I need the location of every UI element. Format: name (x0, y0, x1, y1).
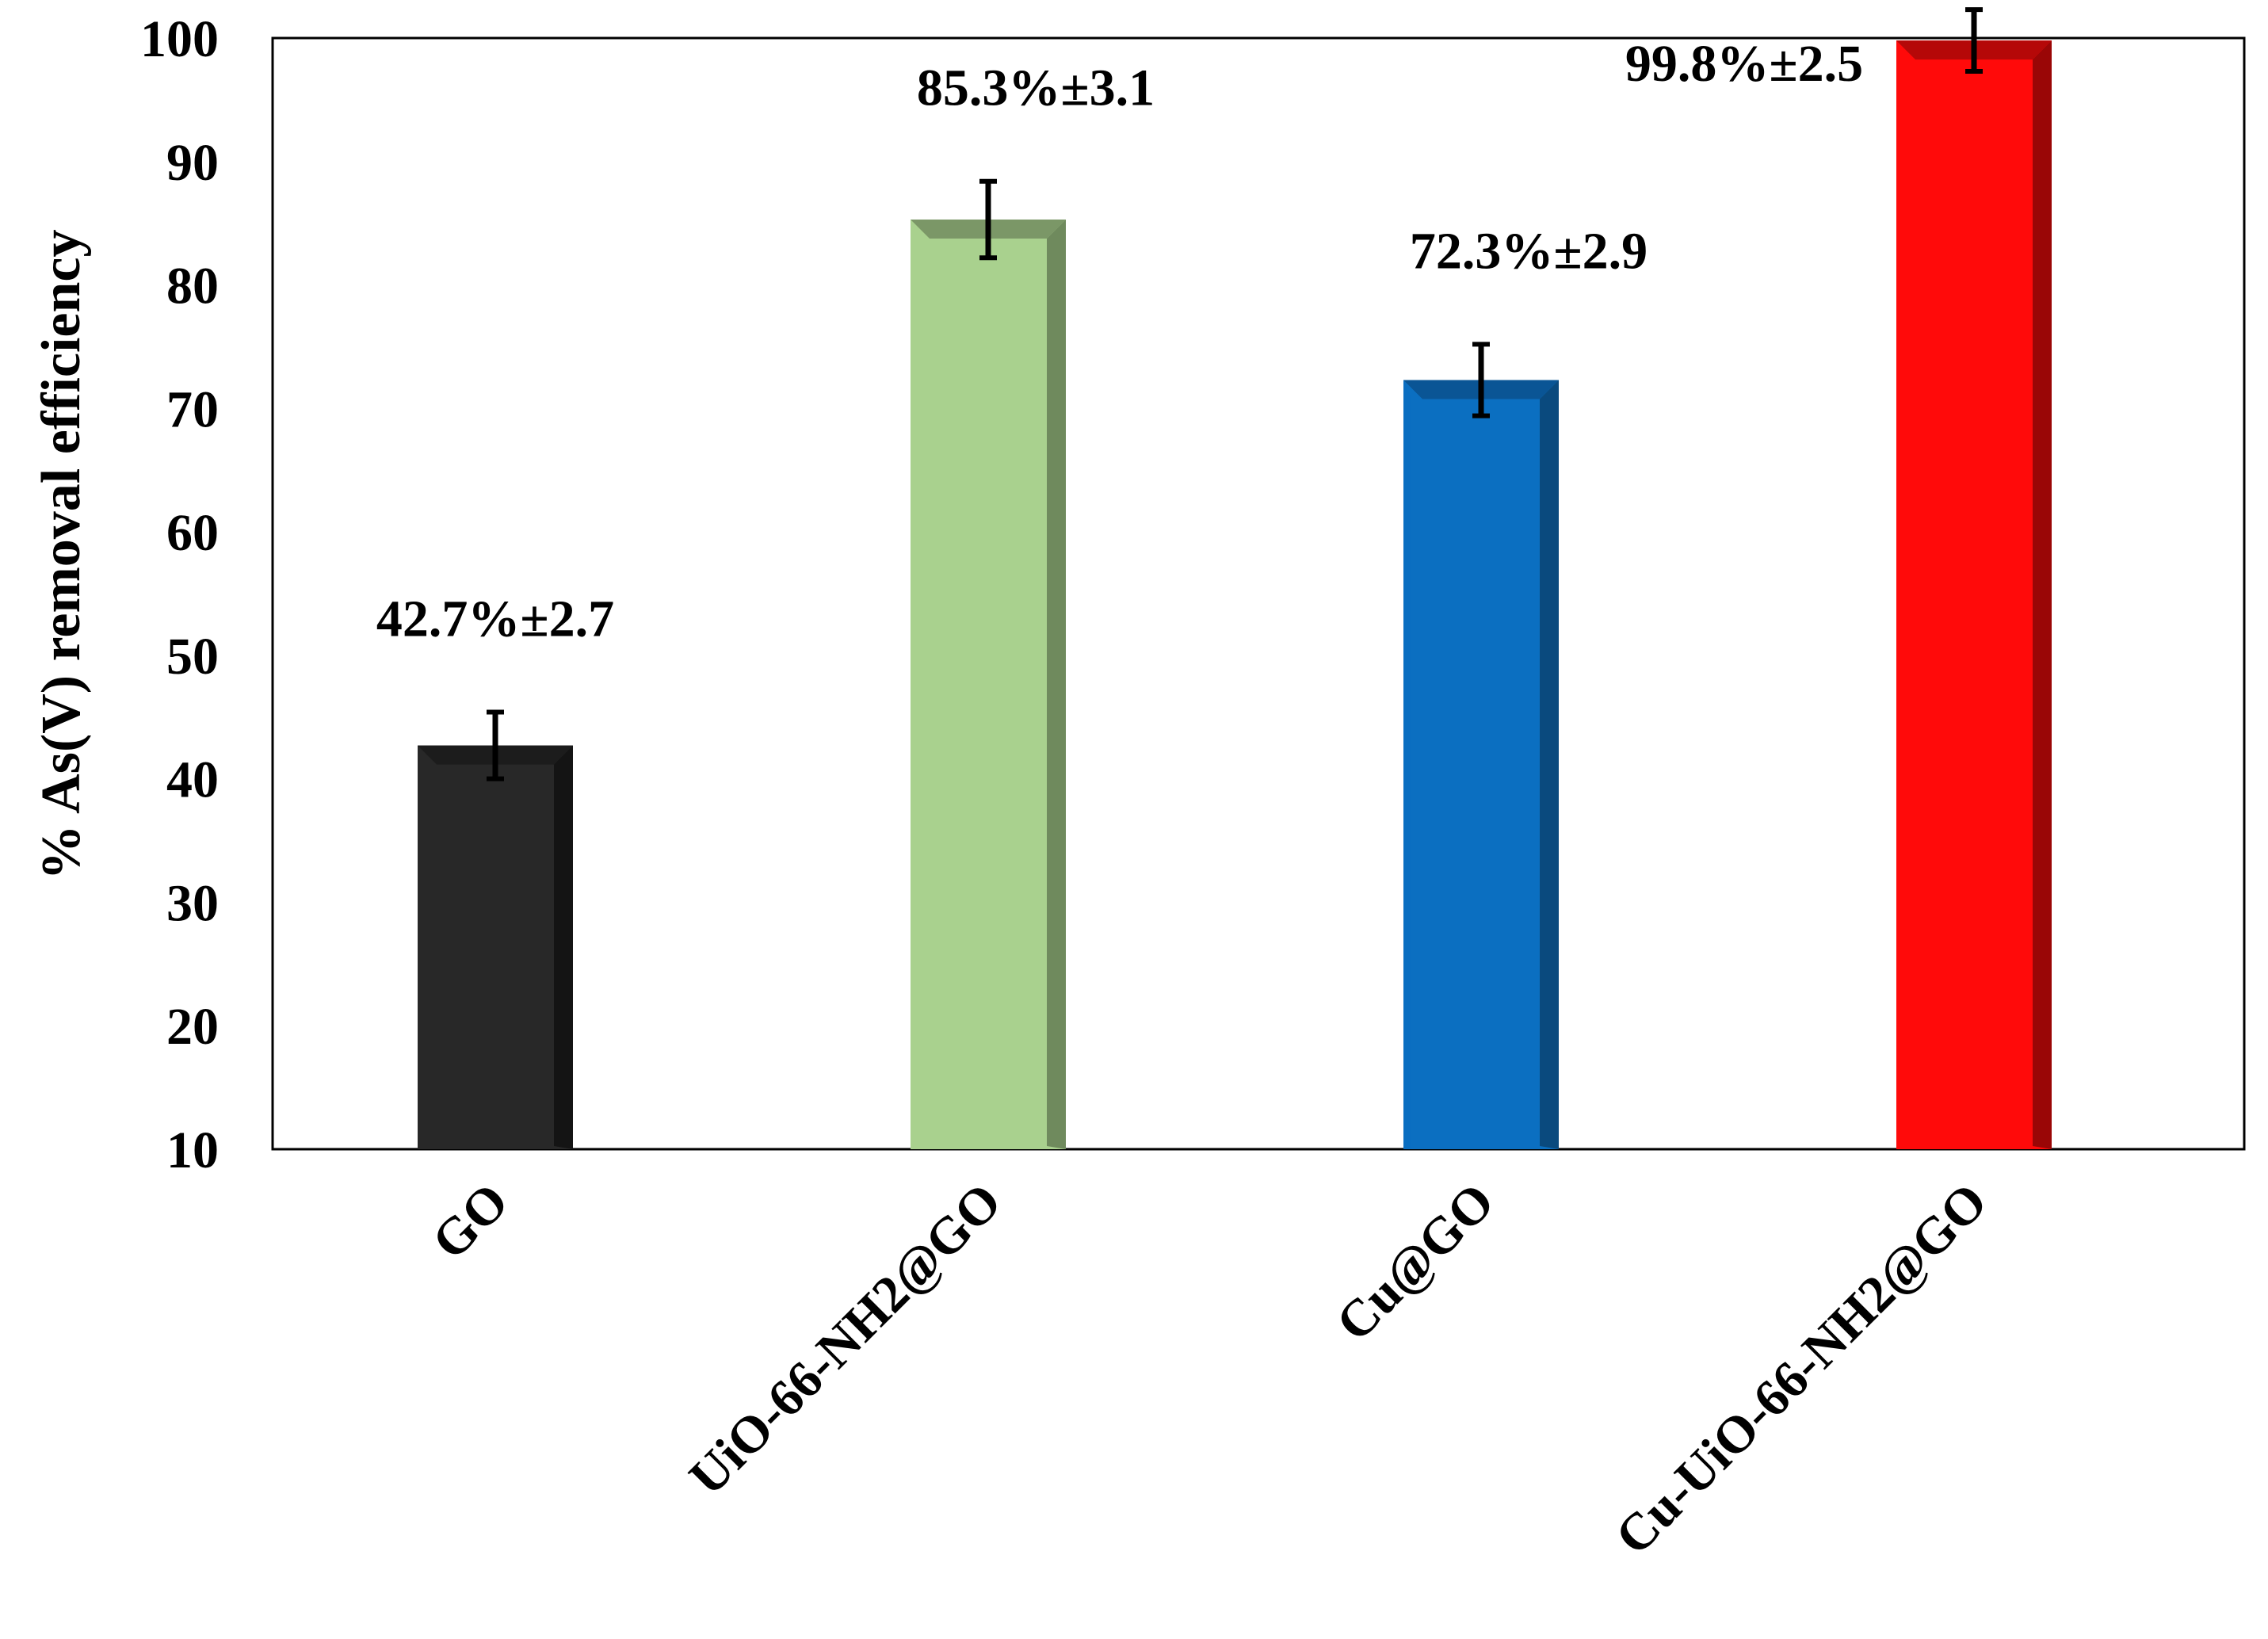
y-tick-label: 100 (140, 10, 219, 68)
bar-face (1896, 40, 2052, 1149)
error-bar-3 (1472, 342, 1490, 418)
data-label-2: 85.3%±3.1 (917, 59, 1155, 117)
error-bar-2 (979, 178, 997, 261)
bar-side (1047, 219, 1066, 1149)
y-tick-label: 90 (166, 134, 219, 192)
bar-4 (1896, 40, 2052, 1149)
data-labels-group: 42.7%±2.7 85.3%±3.1 72.3%±2.9 99.8%±2.5 (376, 35, 1863, 648)
bar-edge (1403, 380, 1411, 1149)
error-bars-group (487, 7, 1983, 781)
bar-edge (1896, 40, 1904, 1149)
error-bar-1 (487, 709, 504, 781)
y-tick-label: 60 (166, 504, 219, 562)
x-category-label-4: Cu-UiO-66-NH2@GO (1605, 1172, 1999, 1566)
x-category-label-1: GO (421, 1172, 519, 1270)
x-category-label-2: UiO-66-NH2@GO (678, 1172, 1013, 1507)
bar-1 (418, 745, 573, 1149)
bar-side (2033, 40, 2052, 1149)
error-bar-4 (1965, 7, 1983, 74)
bar-side (1540, 380, 1559, 1149)
bar-edge (418, 745, 426, 1149)
bars-group (418, 40, 2052, 1149)
data-label-4: 99.8%±2.5 (1625, 35, 1863, 93)
bar-edge (911, 219, 918, 1149)
y-tick-label: 10 (166, 1121, 219, 1179)
bar-2 (911, 219, 1066, 1149)
y-axis-ticks: 10 20 30 40 50 60 70 80 90 100 (140, 10, 219, 1179)
data-label-3: 72.3%±2.9 (1410, 222, 1648, 280)
y-tick-label: 30 (166, 874, 219, 932)
bar-face (418, 745, 573, 1149)
data-label-1: 42.7%±2.7 (376, 590, 614, 648)
bar-side (554, 745, 573, 1149)
bar-face (1403, 380, 1559, 1149)
y-axis-title: % As(V) removal efficiency (31, 230, 92, 881)
y-tick-label: 20 (166, 998, 219, 1056)
x-category-label-3: Cu@GO (1325, 1172, 1505, 1352)
bar-face (911, 219, 1066, 1149)
y-tick-label: 80 (166, 258, 219, 315)
x-axis-categories: GO UiO-66-NH2@GO Cu@GO Cu-UiO-66-NH2@GO (421, 1172, 1998, 1566)
y-tick-label: 50 (166, 628, 219, 686)
y-tick-label: 70 (166, 380, 219, 438)
bar-3 (1403, 380, 1559, 1149)
y-tick-label: 40 (166, 751, 219, 809)
